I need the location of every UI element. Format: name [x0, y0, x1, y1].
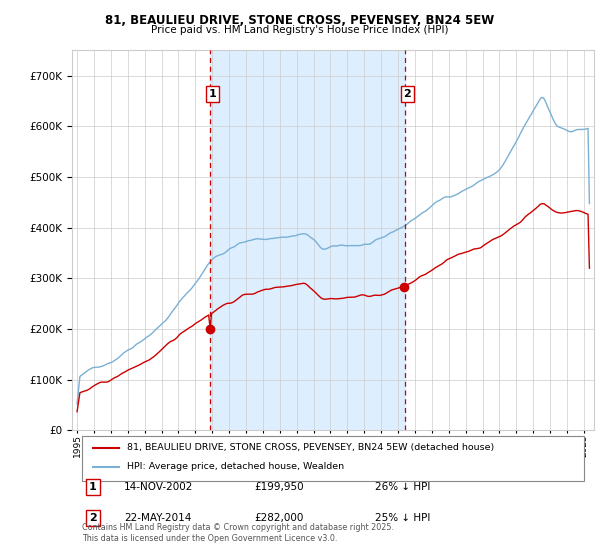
- Text: 1: 1: [89, 482, 97, 492]
- Text: 2: 2: [403, 89, 411, 99]
- Text: 26% ↓ HPI: 26% ↓ HPI: [375, 482, 430, 492]
- Text: 81, BEAULIEU DRIVE, STONE CROSS, PEVENSEY, BN24 5EW: 81, BEAULIEU DRIVE, STONE CROSS, PEVENSE…: [106, 14, 494, 27]
- Text: 22-MAY-2014: 22-MAY-2014: [124, 513, 191, 523]
- Text: Contains HM Land Registry data © Crown copyright and database right 2025.
This d: Contains HM Land Registry data © Crown c…: [82, 524, 394, 543]
- Bar: [210, 50, 404, 430]
- Text: HPI: Average price, detached house, Wealden: HPI: Average price, detached house, Weal…: [127, 463, 344, 472]
- Text: £282,000: £282,000: [254, 513, 304, 523]
- FancyBboxPatch shape: [82, 436, 584, 481]
- Text: 14-NOV-2002: 14-NOV-2002: [124, 482, 194, 492]
- Text: 1: 1: [209, 89, 217, 99]
- Text: Price paid vs. HM Land Registry's House Price Index (HPI): Price paid vs. HM Land Registry's House …: [151, 25, 449, 35]
- Text: 2: 2: [89, 513, 97, 523]
- Text: 25% ↓ HPI: 25% ↓ HPI: [375, 513, 430, 523]
- Text: £199,950: £199,950: [254, 482, 304, 492]
- Text: 81, BEAULIEU DRIVE, STONE CROSS, PEVENSEY, BN24 5EW (detached house): 81, BEAULIEU DRIVE, STONE CROSS, PEVENSE…: [127, 444, 494, 452]
